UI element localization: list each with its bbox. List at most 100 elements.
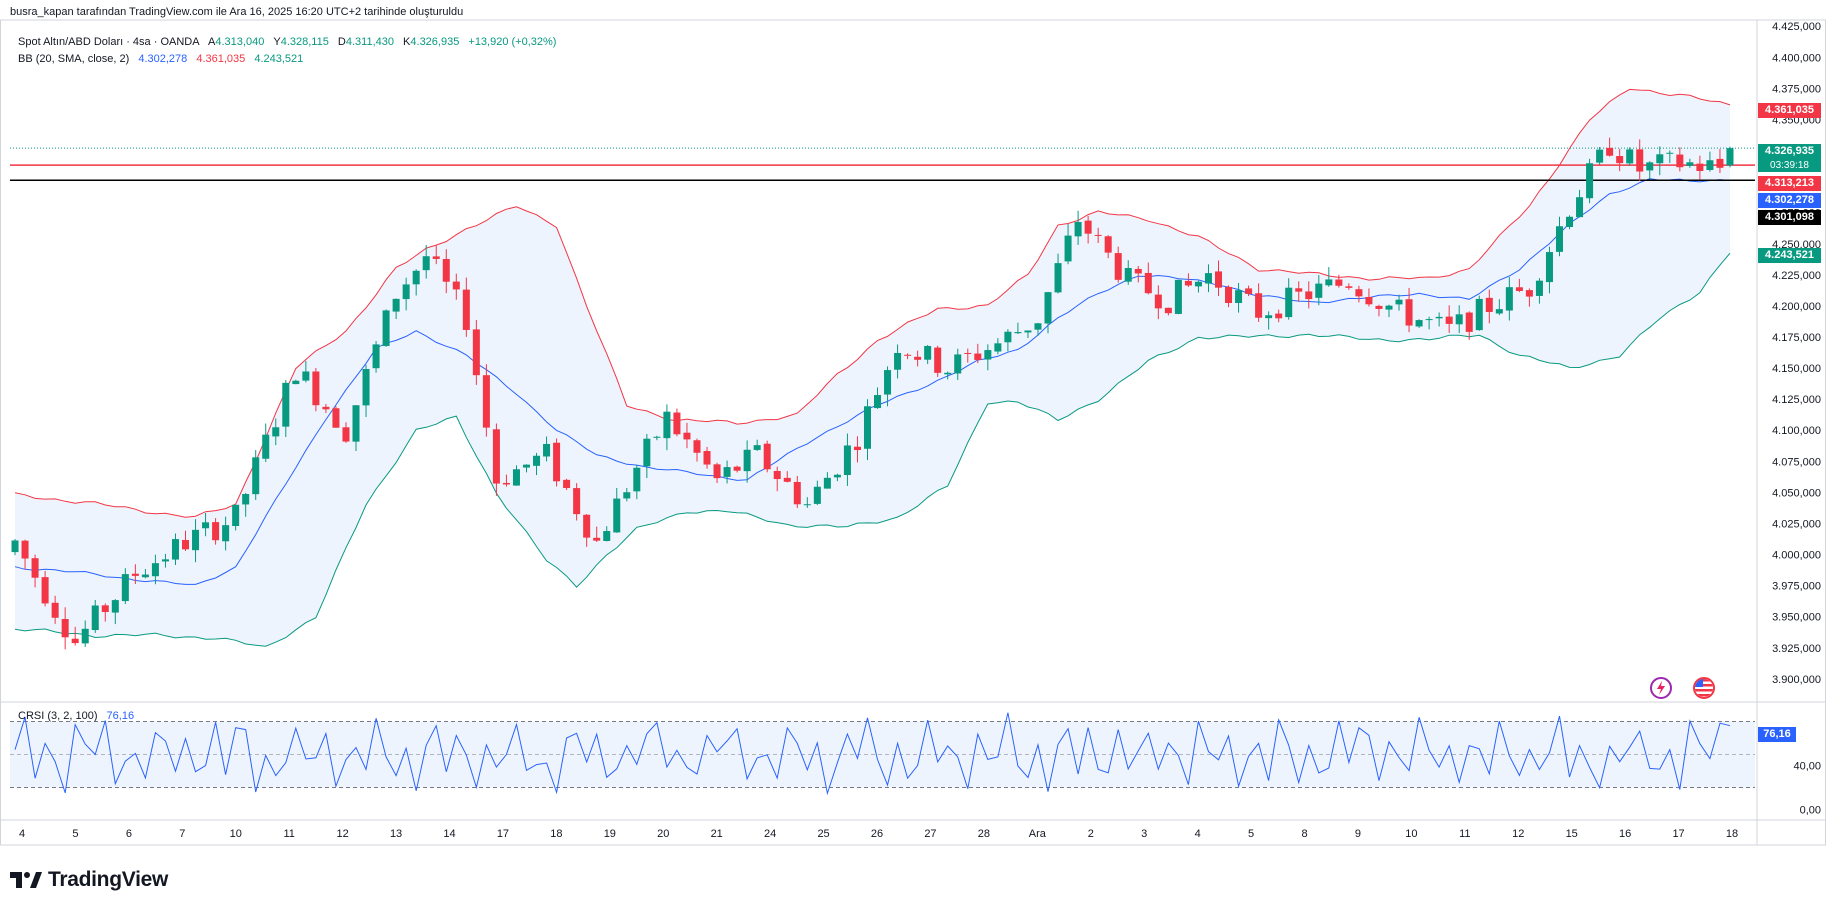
price-axis-tick-label: 4.425,000 bbox=[1772, 21, 1821, 33]
candle-body bbox=[372, 344, 380, 369]
time-axis-tick-label: Ara bbox=[1029, 828, 1047, 840]
candle-body bbox=[753, 445, 761, 450]
price-axis-tick-label: 4.200,000 bbox=[1772, 301, 1821, 313]
time-axis-tick-label: 19 bbox=[604, 828, 616, 840]
candle-body bbox=[573, 488, 581, 515]
bb-lower-value: 4.243,521 bbox=[254, 53, 304, 65]
candle-body bbox=[924, 346, 932, 360]
close-value: 4.326,935 bbox=[410, 36, 460, 48]
candle-body bbox=[1596, 149, 1604, 163]
time-axis-tick-label: 12 bbox=[1512, 828, 1524, 840]
candle-body bbox=[472, 329, 480, 376]
price-axis-tick-label: 4.075,000 bbox=[1772, 456, 1821, 468]
crsi-legend: CRSI (3, 2, 100) 76,16 bbox=[18, 710, 134, 722]
change-value: +13,920 (+0,32%) bbox=[468, 36, 557, 48]
candle-body bbox=[1004, 331, 1012, 343]
candle-body bbox=[1124, 267, 1132, 282]
candle-body bbox=[61, 618, 69, 638]
candle-body bbox=[1285, 287, 1293, 318]
candle-body bbox=[843, 445, 851, 476]
candle-body bbox=[222, 525, 230, 542]
candle-body bbox=[874, 395, 882, 409]
candle-body bbox=[522, 464, 531, 468]
candle-body bbox=[1485, 297, 1493, 312]
candle-body bbox=[81, 628, 89, 644]
candle-body bbox=[352, 405, 360, 442]
candle-body bbox=[553, 442, 561, 482]
ohlc-legend-row: Spot Altın/ABD Doları · 4sa · OANDA A4.3… bbox=[18, 34, 556, 51]
symbol-label[interactable]: Spot Altın/ABD Doları · 4sa · OANDA bbox=[18, 36, 199, 48]
candle-body bbox=[1465, 312, 1473, 332]
candle-body bbox=[151, 563, 159, 577]
candle-body bbox=[1545, 252, 1553, 283]
candle-body bbox=[964, 352, 972, 354]
candle-body bbox=[11, 540, 19, 553]
candle-body bbox=[452, 281, 460, 290]
candle-body bbox=[1515, 287, 1523, 291]
candle-body bbox=[101, 605, 109, 613]
candle-body bbox=[1726, 148, 1734, 166]
candle-body bbox=[643, 438, 651, 467]
candle-body bbox=[1646, 162, 1654, 171]
candle-body bbox=[1164, 307, 1172, 314]
candle-body bbox=[543, 443, 551, 457]
candle-body bbox=[673, 412, 681, 435]
candle-body bbox=[733, 466, 741, 471]
candle-body bbox=[1405, 299, 1413, 326]
candle-body bbox=[1214, 271, 1223, 288]
candle-body bbox=[1696, 163, 1704, 171]
candle-body bbox=[1265, 315, 1273, 319]
candle-body bbox=[1555, 226, 1564, 252]
crsi-value: 76,16 bbox=[106, 710, 135, 722]
lightning-icon[interactable] bbox=[1650, 677, 1672, 699]
bb-lower-line bbox=[14, 252, 1731, 647]
candle-body bbox=[1074, 222, 1082, 237]
tradingview-logo[interactable]: TradingView bbox=[10, 868, 168, 892]
candle-body bbox=[803, 504, 811, 506]
candle-body bbox=[1586, 163, 1594, 199]
crsi-axis-tick-label: 40,00 bbox=[1793, 761, 1821, 773]
candle-body bbox=[954, 354, 962, 374]
candle-body bbox=[141, 574, 149, 578]
us-flag-icon[interactable] bbox=[1693, 677, 1715, 699]
time-axis-tick-label: 16 bbox=[1619, 828, 1631, 840]
candle-body bbox=[773, 470, 781, 480]
time-axis-tick-label: 15 bbox=[1566, 828, 1578, 840]
candle-body bbox=[1355, 289, 1363, 297]
candle-body bbox=[974, 353, 982, 360]
high-value: 4.328,115 bbox=[280, 36, 329, 48]
black-line-price-tag: 4.301,098 bbox=[1758, 210, 1821, 225]
candle-body bbox=[292, 380, 300, 385]
crsi-label[interactable]: CRSI (3, 2, 100) bbox=[18, 710, 98, 722]
time-axis-tick-label: 12 bbox=[337, 828, 349, 840]
candle-body bbox=[1204, 273, 1212, 284]
candle-body bbox=[1255, 293, 1263, 318]
time-axis-tick-label: 28 bbox=[978, 828, 990, 840]
candle-body bbox=[1034, 323, 1042, 330]
candle-body bbox=[1245, 288, 1253, 294]
time-axis-tick-label: 10 bbox=[1405, 828, 1417, 840]
candle-body bbox=[1184, 280, 1192, 286]
bb-label[interactable]: BB (20, SMA, close, 2) bbox=[18, 53, 130, 65]
candle-body bbox=[1014, 332, 1022, 334]
candle-body bbox=[121, 574, 129, 602]
time-axis-tick-label: 13 bbox=[390, 828, 402, 840]
candle-body bbox=[1415, 320, 1423, 327]
crsi-price-tag: 76,16 bbox=[1758, 727, 1796, 742]
candle-body bbox=[51, 602, 59, 618]
candle-body bbox=[1616, 156, 1624, 164]
candle-body bbox=[693, 440, 701, 453]
candle-body bbox=[884, 370, 892, 395]
candle-body bbox=[1325, 279, 1333, 286]
candle-body bbox=[623, 492, 631, 499]
candle-body bbox=[663, 411, 671, 439]
candle-body bbox=[1134, 268, 1142, 274]
time-axis-tick-label: 8 bbox=[1301, 828, 1307, 840]
price-axis-tick-label: 3.925,000 bbox=[1772, 643, 1821, 655]
crsi-axis-tick-label: 0,00 bbox=[1800, 805, 1821, 817]
time-axis-tick-label: 11 bbox=[283, 828, 294, 840]
candle-body bbox=[1144, 272, 1152, 294]
time-axis-tick-label: 18 bbox=[1726, 828, 1738, 840]
candle-body bbox=[1455, 314, 1463, 325]
